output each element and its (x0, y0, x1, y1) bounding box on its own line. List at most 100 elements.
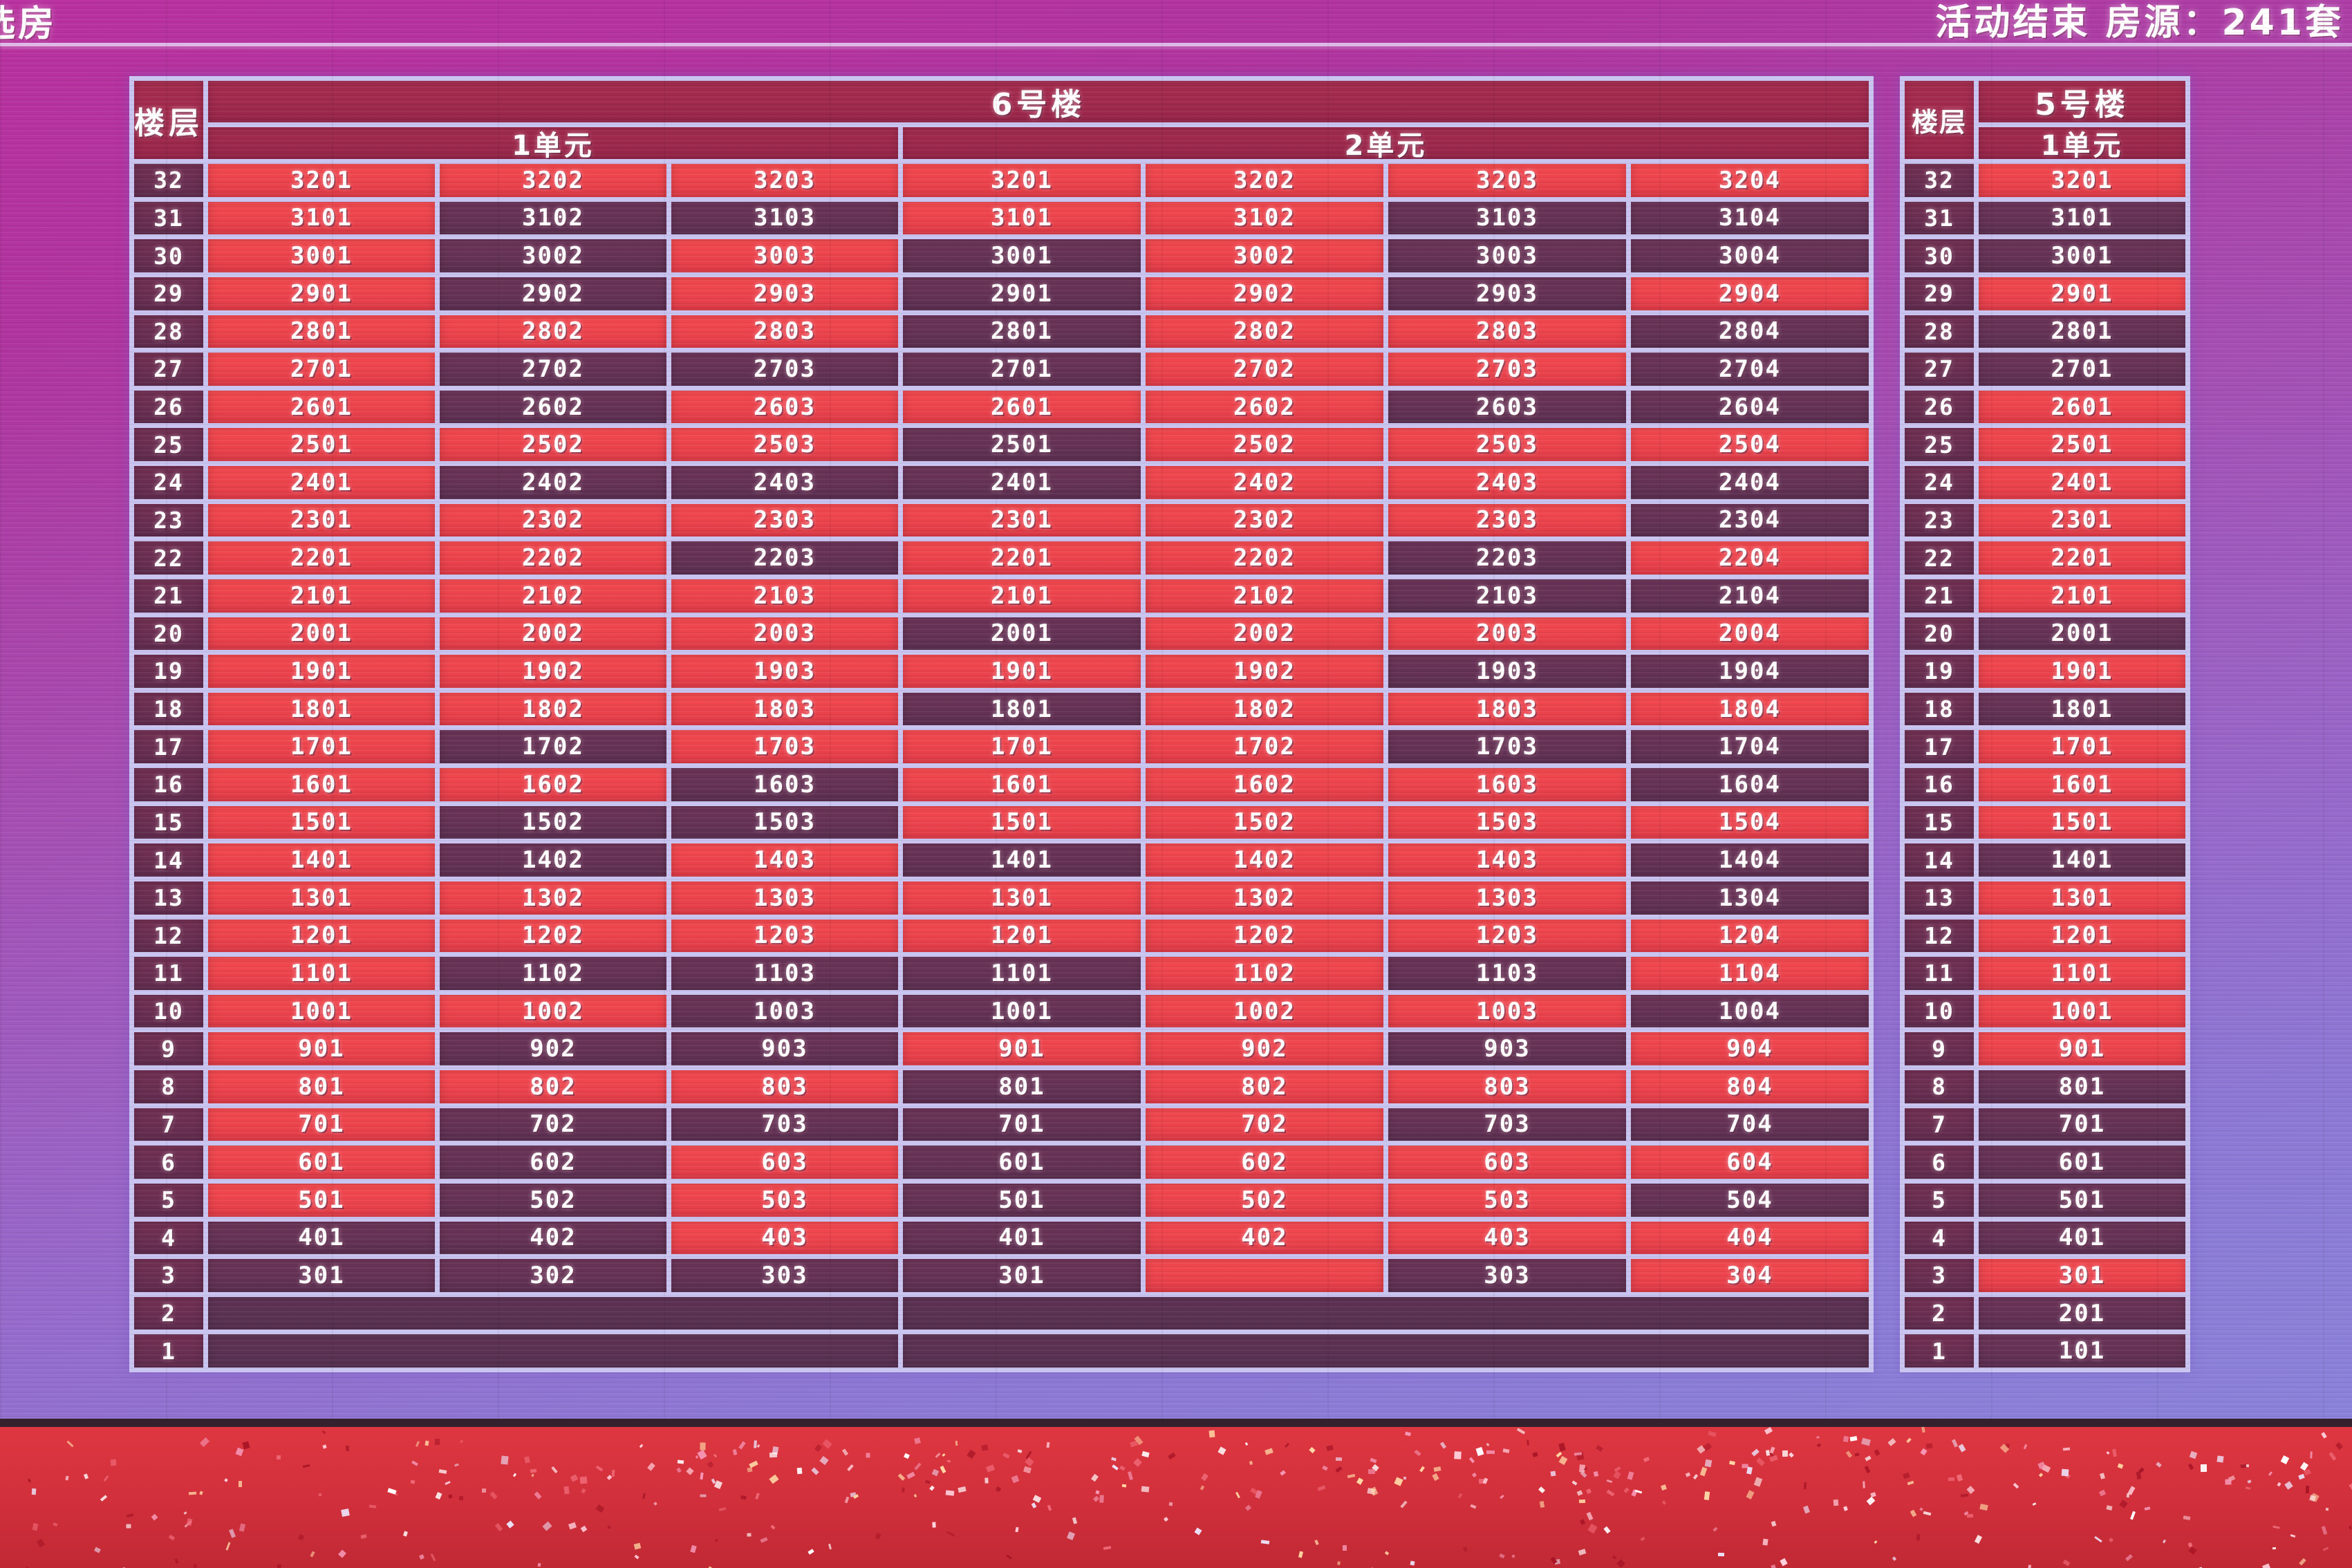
unit-cell: 2101 (1979, 579, 2185, 613)
unit-cell: 2703 (671, 353, 898, 386)
unit-cell: 2802 (1146, 315, 1383, 348)
unit-cell: 1301 (208, 881, 435, 915)
unit-cell: 2701 (903, 353, 1141, 386)
confetti-speck (302, 1464, 310, 1468)
confetti-speck (819, 1455, 829, 1466)
unit-cell: 702 (1146, 1108, 1383, 1141)
building6-floor-cell: 19 (134, 655, 203, 688)
unit-cell: 2902 (1146, 277, 1383, 310)
building6-table: 楼层 6号楼 1单元 2单元 32 3201 3202 3203 3201 3202 320… (129, 76, 1874, 1372)
confetti-speck (1133, 1458, 1142, 1467)
unit-cell: 101 (1979, 1334, 2185, 1368)
confetti-speck (1066, 1531, 1076, 1540)
confetti-speck (395, 1493, 398, 1496)
unit-cell: 2801 (903, 315, 1141, 348)
building5-floor-cell: 16 (1905, 768, 1974, 801)
building5-floor-cell: 26 (1905, 390, 1974, 424)
unit-cell: 802 (440, 1070, 666, 1103)
unit-cell: 1101 (1979, 957, 2185, 990)
unit-cell: 1901 (208, 655, 435, 688)
confetti-speck (690, 1544, 697, 1553)
confetti-speck (2304, 1468, 2311, 1476)
unit-cell: 2802 (440, 315, 666, 348)
confetti-speck (224, 1478, 228, 1482)
unit-cell: 1901 (1979, 655, 2185, 688)
building5-floor-cell: 28 (1905, 315, 1974, 348)
unit-cell: 2103 (1388, 579, 1626, 613)
unit-cell: 1003 (1388, 994, 1626, 1028)
confetti-speck (875, 1533, 881, 1540)
building5-floor-cell: 31 (1905, 201, 1974, 235)
unit-cell: 3001 (903, 239, 1141, 272)
confetti-speck (531, 1473, 534, 1477)
building6-floor-cell: 5 (134, 1183, 203, 1217)
building6-floor-cell: 31 (134, 201, 203, 235)
confetti-speck (542, 1521, 552, 1531)
unit-cell: 3202 (440, 164, 666, 197)
confetti-speck (1335, 1466, 1343, 1473)
confetti-speck (1091, 1473, 1099, 1482)
building6-floor-cell: 20 (134, 617, 203, 651)
unit-cell: 1404 (1631, 843, 1869, 877)
confetti-speck (1849, 1436, 1858, 1441)
unit-cell: 2201 (1979, 541, 2185, 575)
confetti-speck (940, 1465, 946, 1474)
confetti-speck (31, 1488, 37, 1495)
confetti-speck (1627, 1471, 1634, 1480)
confetti-speck (228, 1529, 236, 1538)
unit-cell: 2603 (1388, 390, 1626, 424)
confetti-speck (639, 1444, 644, 1448)
unit-cell: 601 (903, 1146, 1141, 1179)
unit-cell: 1904 (1631, 655, 1869, 688)
screen-bottom-edge (0, 1419, 2352, 1427)
unit-cell: 2503 (671, 428, 898, 461)
confetti-speck (368, 1504, 377, 1509)
confetti-speck (935, 1453, 941, 1458)
confetti-speck (1958, 1444, 1966, 1453)
confetti-speck (1470, 1504, 1477, 1509)
confetti-speck (1874, 1540, 1878, 1544)
confetti-speck (607, 1525, 611, 1529)
unit-cell: 3203 (671, 164, 898, 197)
confetti-speck (2322, 1547, 2329, 1551)
confetti-speck (1960, 1493, 1969, 1497)
building5-floor-cell: 18 (1905, 692, 1974, 726)
unit-cell: 1002 (440, 994, 666, 1028)
unit-cell: 602 (440, 1146, 666, 1179)
confetti-speck (277, 1564, 282, 1568)
unit-cell: 3002 (440, 239, 666, 272)
confetti-speck (2262, 1563, 2270, 1568)
confetti-speck (1164, 1517, 1168, 1522)
confetti-speck (1920, 1448, 1928, 1456)
confetti-speck (318, 1493, 322, 1497)
unit-cell: 3102 (440, 201, 666, 235)
confetti-speck (416, 1441, 420, 1447)
confetti-speck (929, 1485, 935, 1491)
unit-cell: 1801 (1979, 692, 2185, 726)
confetti-speck (2106, 1505, 2113, 1511)
building6-floor-cell: 6 (134, 1146, 203, 1179)
confetti-speck (1499, 1553, 1505, 1559)
unit-cell: 404 (1631, 1221, 1869, 1255)
confetti-speck (1756, 1457, 1765, 1466)
confetti-speck (967, 1449, 976, 1459)
unit-cell: 2504 (1631, 428, 1869, 461)
confetti-speck (345, 1445, 350, 1452)
header-divider-line (0, 43, 2352, 46)
confetti-speck (754, 1440, 757, 1448)
unit-cell: 2404 (1631, 466, 1869, 499)
unit-cell: 803 (1388, 1070, 1626, 1103)
confetti-speck (32, 1522, 39, 1531)
confetti-speck (2187, 1463, 2194, 1471)
confetti-speck (27, 1478, 32, 1483)
confetti-speck (995, 1486, 1002, 1493)
confetti-speck (1208, 1430, 1215, 1438)
unit-cell: 403 (671, 1221, 898, 1255)
building5-floor-cell: 11 (1905, 957, 1974, 990)
unit-cell: 2302 (1146, 503, 1383, 537)
building6-floor-cell: 10 (134, 994, 203, 1028)
unit-cell: 2904 (1631, 277, 1869, 310)
confetti-speck (700, 1442, 706, 1450)
building6-floor-cell: 30 (134, 239, 203, 272)
confetti-speck (958, 1486, 967, 1493)
